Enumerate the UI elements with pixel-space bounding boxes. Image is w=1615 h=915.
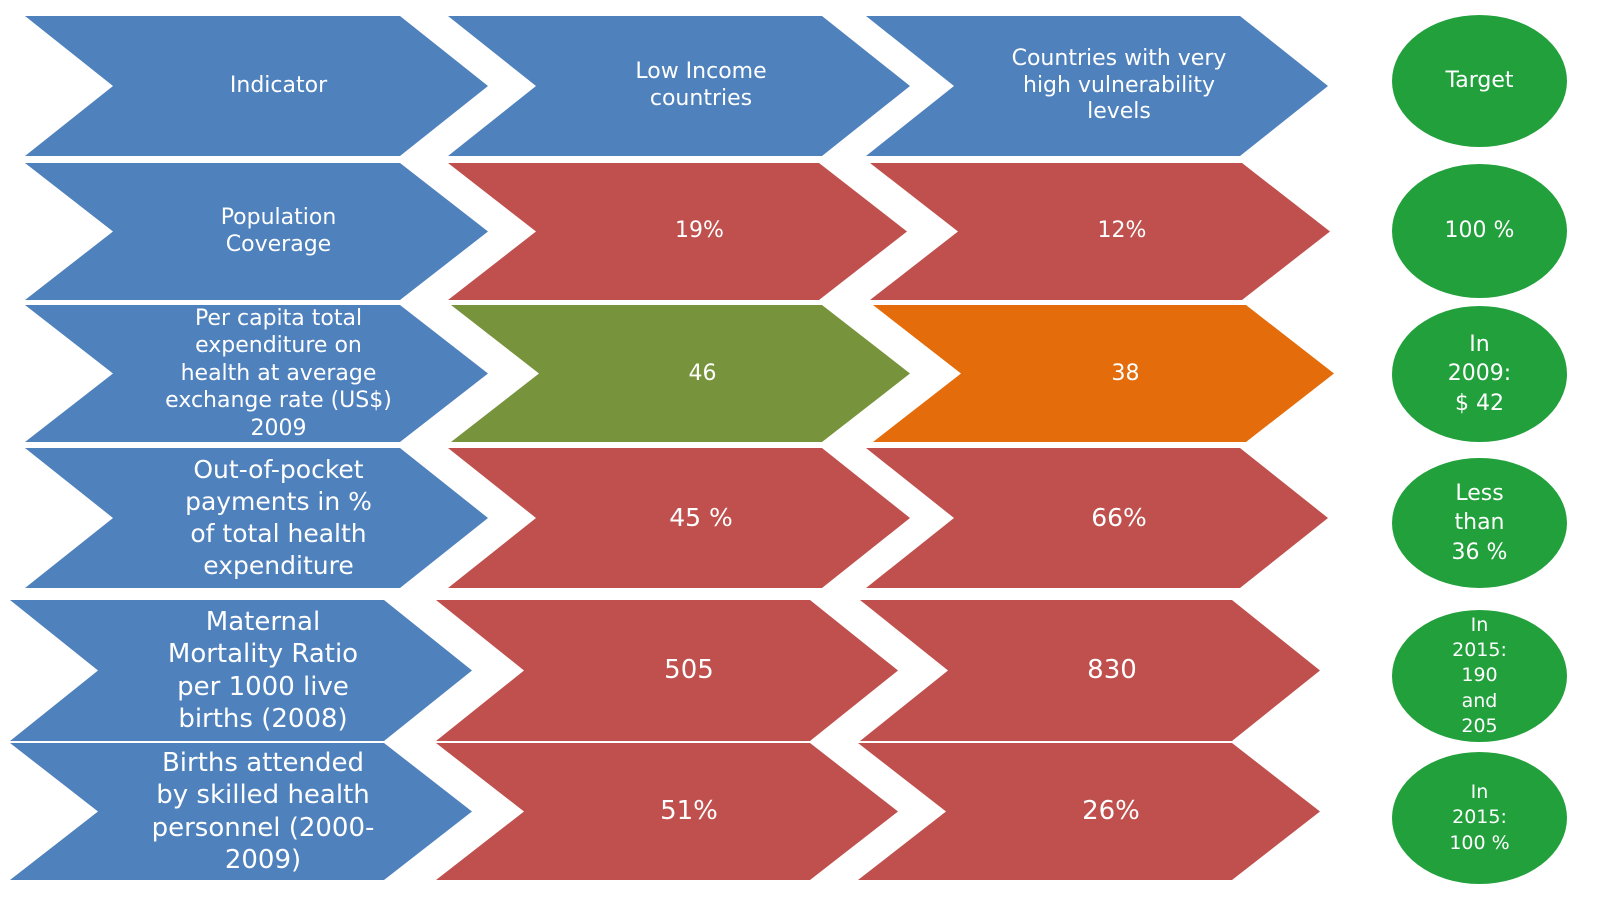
- low-income-chevron-4: [436, 600, 898, 741]
- indicator-chevron-4: [10, 600, 472, 741]
- vulnerable-value-4: 830: [1087, 655, 1137, 686]
- indicator-chevron-5: [10, 743, 472, 880]
- low-income-chevron-2: [451, 305, 910, 442]
- target-oval-1: [1392, 164, 1567, 298]
- indicator-chevron-1: [25, 163, 488, 300]
- vulnerable-chevron-4: [860, 600, 1320, 741]
- low-income-value-4: 505: [664, 655, 714, 686]
- low-income-value-2: 46: [688, 360, 717, 386]
- low-income-value-3: 45 %: [669, 503, 733, 532]
- header-vulnerable-chevron: [866, 16, 1328, 156]
- target-oval-2: [1392, 306, 1567, 442]
- vulnerable-chevron-3: [866, 448, 1328, 588]
- vulnerable-value-1: 12%: [1097, 218, 1147, 244]
- header-indicator-chevron: [25, 16, 488, 156]
- header-target-label: Target: [1445, 67, 1514, 93]
- target-value-1: 100 %: [1444, 218, 1515, 244]
- header-vulnerable-label: Countries with very high vulnerability l…: [1011, 45, 1227, 125]
- low-income-value-1: 19%: [675, 218, 724, 244]
- low-income-chevron-3: [448, 448, 910, 588]
- low-income-chevron-1: [448, 163, 907, 300]
- vulnerable-value-5: 26%: [1082, 796, 1140, 827]
- vulnerable-chevron-2: [873, 305, 1334, 442]
- target-oval-5: [1392, 752, 1567, 884]
- target-oval-3: [1392, 458, 1567, 588]
- vulnerable-value-3: 66%: [1091, 503, 1147, 532]
- indicator-label-5: Births attended by skilled health person…: [151, 748, 375, 875]
- vulnerable-chevron-1: [870, 163, 1330, 300]
- target-value-5: In 2015: 100 %: [1449, 781, 1510, 854]
- low-income-chevron-5: [436, 743, 898, 880]
- indicator-label-3: Out-of-pocket payments in % of total hea…: [185, 455, 372, 580]
- indicator-label-4: Maternal Mortality Ratio per 1000 live b…: [167, 607, 359, 734]
- target-value-4: In 2015: 190 and 205: [1452, 614, 1507, 737]
- indicator-chevron-2: [25, 305, 488, 442]
- low-income-value-5: 51%: [660, 796, 718, 827]
- target-oval-4: [1392, 610, 1567, 742]
- header-indicator-label: Indicator: [229, 72, 328, 98]
- indicator-label-1: Population Coverage: [220, 204, 337, 257]
- vulnerable-value-2: 38: [1111, 360, 1140, 386]
- target-value-3: Less than 36 %: [1451, 481, 1508, 565]
- target-value-2: In 2009: $ 42: [1447, 332, 1512, 416]
- header-low-income-chevron: [448, 16, 910, 156]
- header-target-oval: [1392, 15, 1567, 147]
- indicator-chevron-3: [25, 448, 488, 588]
- vulnerable-chevron-5: [858, 743, 1320, 880]
- header-low-income-label: Low Income countries: [635, 59, 767, 111]
- indicator-label-2: Per capita total expenditure on health a…: [165, 305, 392, 441]
